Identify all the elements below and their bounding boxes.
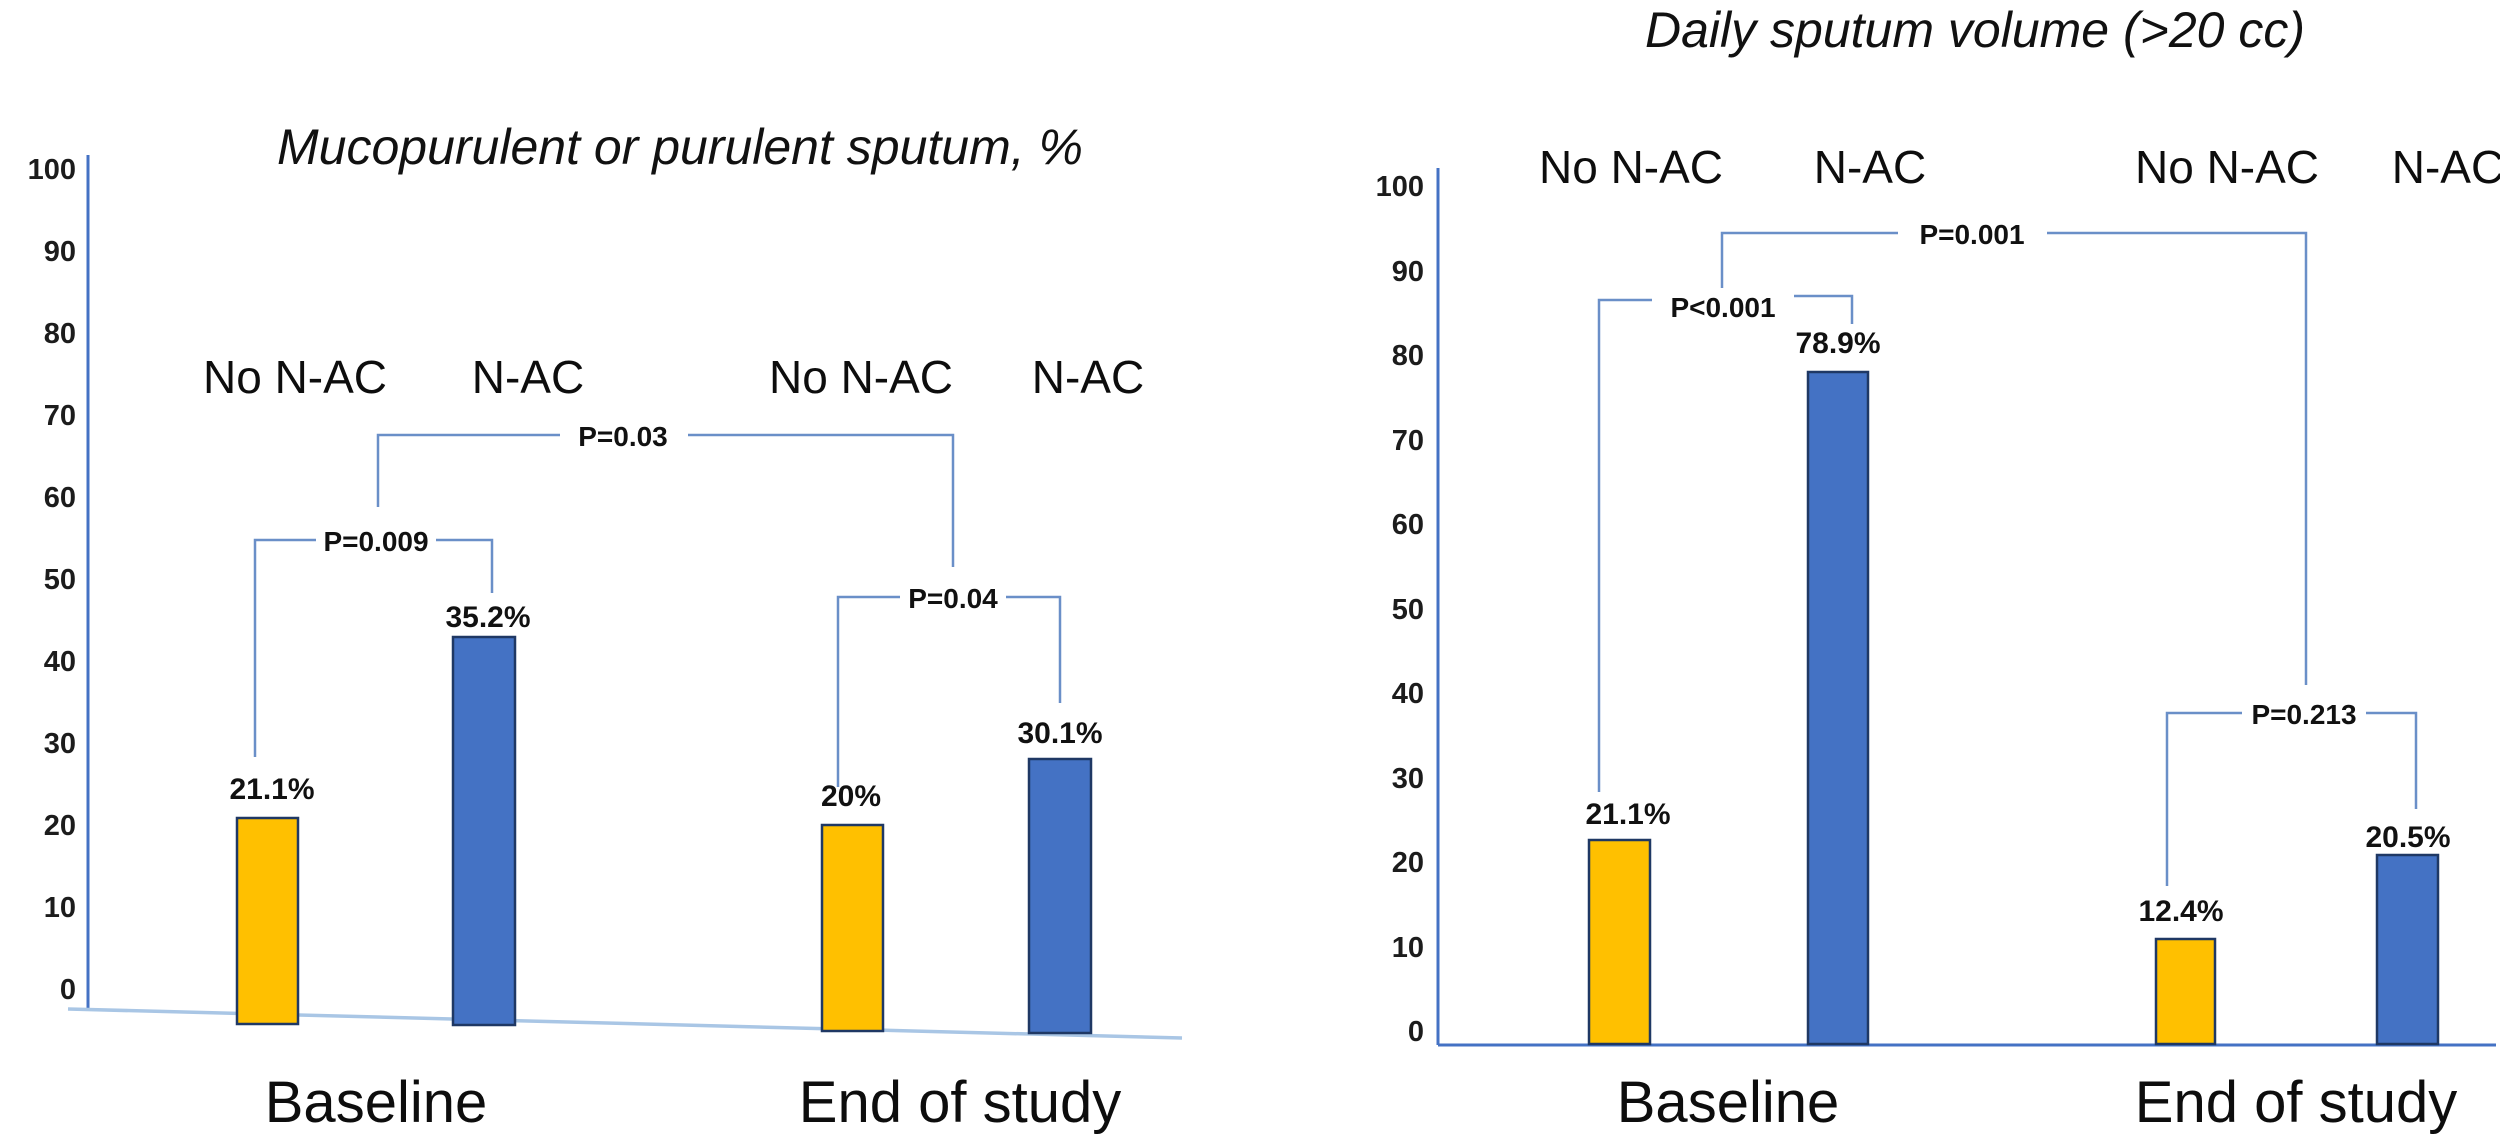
y-tick-label: 60 xyxy=(1392,509,1424,541)
y-tick-label: 50 xyxy=(44,564,76,596)
p-value-label: P<0.001 xyxy=(1670,292,1775,323)
bracket-line xyxy=(2047,231,2308,685)
chart-daily-sputum-volume: Daily sputum volume (>20 cc) 100 90 80 7… xyxy=(1376,2,2500,1135)
p-value-label: P=0.04 xyxy=(908,583,998,614)
y-tick-label: 0 xyxy=(60,974,76,1006)
value-label: 21.1% xyxy=(229,773,314,806)
bracket-line xyxy=(836,595,900,787)
bracket-line xyxy=(2165,711,2242,886)
value-label: 12.4% xyxy=(2138,895,2223,928)
bar-baseline-nac xyxy=(1806,370,1870,1046)
group-label-no-nac: No N-AC xyxy=(1539,141,1723,193)
p-value-label: P=0.001 xyxy=(1919,219,2024,250)
value-label: 35.2% xyxy=(445,601,530,634)
bracket-line xyxy=(1597,298,1652,792)
y-tick-label: 80 xyxy=(1392,340,1424,372)
right-bars xyxy=(1587,370,2440,1046)
bracket-line xyxy=(1006,595,1062,703)
y-tick-label: 40 xyxy=(1392,678,1424,710)
right-chart-title: Daily sputum volume (>20 cc) xyxy=(1645,2,2305,58)
chart-mucopurulent-sputum: Mucopurulent or purulent sputum, % 100 9… xyxy=(28,119,1183,1135)
y-tick-label: 90 xyxy=(1392,256,1424,288)
left-chart-title: Mucopurulent or purulent sputum, % xyxy=(277,119,1083,175)
y-tick-label: 10 xyxy=(44,892,76,924)
y-tick-label: 40 xyxy=(44,646,76,678)
bracket-line xyxy=(1720,231,1898,288)
right-significance-brackets xyxy=(1597,231,2418,886)
right-value-labels: 21.1% 78.9% 12.4% 20.5% xyxy=(1585,327,2450,928)
y-tick-label: 0 xyxy=(1408,1016,1424,1048)
bar-endofstudy-nac xyxy=(2375,853,2440,1046)
left-value-labels: 21.1% 35.2% 20% 30.1% xyxy=(229,601,1102,813)
bar-endofstudy-no-nac xyxy=(820,823,885,1033)
y-tick-label: 30 xyxy=(1392,763,1424,795)
category-label-baseline: Baseline xyxy=(1617,1070,1839,1135)
y-tick-label: 90 xyxy=(44,236,76,268)
y-tick-label: 20 xyxy=(44,810,76,842)
y-tick-label: 70 xyxy=(1392,425,1424,457)
left-x-axis-floor-line xyxy=(67,1007,1183,1040)
bracket-line xyxy=(1794,294,1854,324)
p-value-label: P=0.03 xyxy=(578,421,668,452)
y-tick-label: 70 xyxy=(44,400,76,432)
bracket-line xyxy=(688,433,955,567)
left-category-labels: Baseline End of study xyxy=(265,1070,1121,1135)
group-label-no-nac: No N-AC xyxy=(2135,141,2319,193)
bracket-line xyxy=(436,538,494,593)
y-tick-label: 100 xyxy=(28,154,76,186)
p-value-label: P=0.213 xyxy=(2251,699,2356,730)
category-label-endofstudy: End of study xyxy=(799,1070,1121,1135)
p-value-label: P=0.009 xyxy=(323,526,428,557)
y-tick-label: 100 xyxy=(1376,171,1424,203)
left-group-labels: No N-AC N-AC No N-AC N-AC xyxy=(203,351,1144,403)
right-category-labels: Baseline End of study xyxy=(1617,1070,2457,1135)
y-tick-label: 60 xyxy=(44,482,76,514)
bar-baseline-no-nac xyxy=(1587,838,1652,1046)
left-significance-brackets xyxy=(253,433,1062,787)
y-tick-label: 80 xyxy=(44,318,76,350)
category-label-endofstudy: End of study xyxy=(2135,1070,2457,1135)
bar-endofstudy-nac xyxy=(1027,757,1093,1035)
left-y-tick-labels: 100 90 80 70 60 50 40 30 20 10 0 xyxy=(28,154,76,1006)
value-label: 30.1% xyxy=(1017,717,1102,750)
y-tick-label: 30 xyxy=(44,728,76,760)
category-label-baseline: Baseline xyxy=(265,1070,487,1135)
right-y-tick-labels: 100 90 80 70 60 50 40 30 20 10 0 xyxy=(1376,171,1424,1048)
value-label: 21.1% xyxy=(1585,798,1670,831)
y-tick-label: 20 xyxy=(1392,847,1424,879)
group-label-no-nac: No N-AC xyxy=(769,351,953,403)
right-group-labels: No N-AC N-AC No N-AC N-AC xyxy=(1539,141,2500,193)
group-label-nac: N-AC xyxy=(1032,351,1144,403)
group-label-nac: N-AC xyxy=(1814,141,1926,193)
bracket-line xyxy=(253,538,316,757)
group-label-no-nac: No N-AC xyxy=(203,351,387,403)
y-tick-label: 10 xyxy=(1392,932,1424,964)
value-label: 20% xyxy=(821,780,881,813)
left-bars xyxy=(235,635,1093,1035)
value-label: 78.9% xyxy=(1795,327,1880,360)
bar-baseline-nac xyxy=(451,635,517,1027)
value-label: 20.5% xyxy=(2365,821,2450,854)
right-p-value-labels: P<0.001 P=0.001 P=0.213 xyxy=(1670,219,2356,730)
left-p-value-labels: P=0.009 P=0.03 P=0.04 xyxy=(323,421,998,614)
group-label-nac: N-AC xyxy=(472,351,584,403)
group-label-nac: N-AC xyxy=(2392,141,2500,193)
y-tick-label: 50 xyxy=(1392,594,1424,626)
bar-baseline-no-nac xyxy=(235,816,300,1026)
bracket-line xyxy=(376,433,560,507)
bar-endofstudy-no-nac xyxy=(2154,937,2217,1046)
bracket-line xyxy=(2366,711,2418,809)
